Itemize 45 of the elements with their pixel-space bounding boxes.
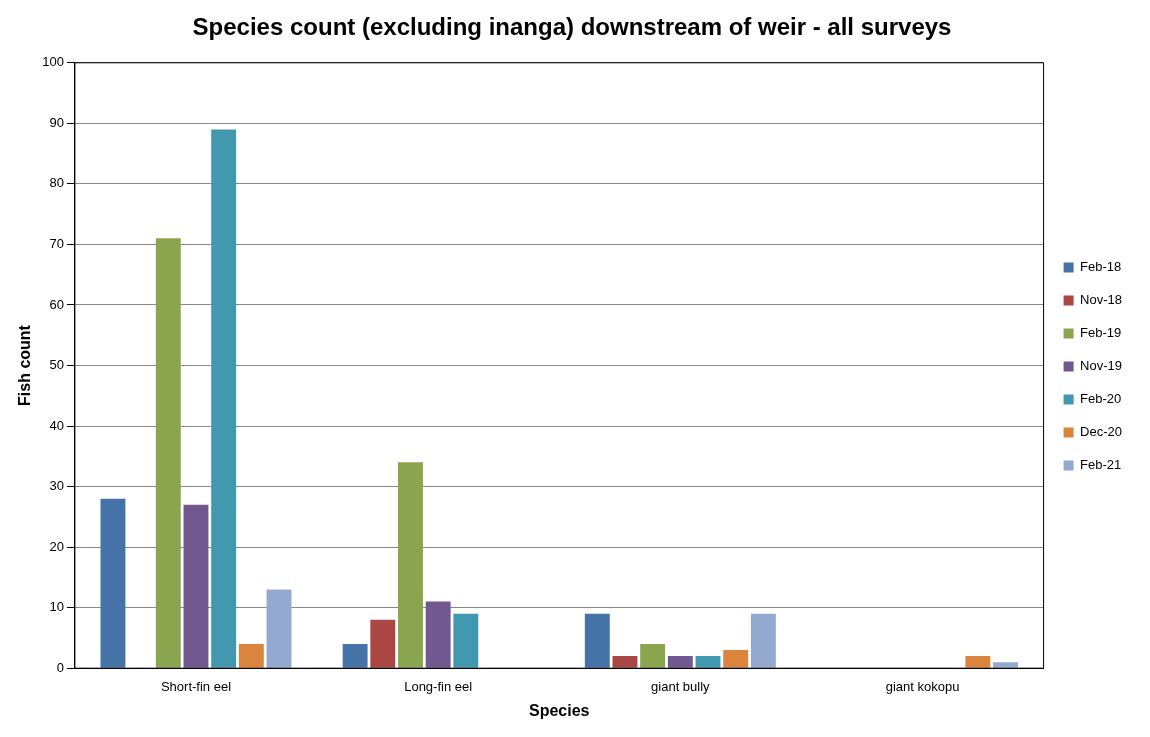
bar xyxy=(155,238,181,668)
y-tick-label: 0 xyxy=(56,659,64,675)
bar xyxy=(266,589,292,668)
legend-label: Feb-19 xyxy=(1080,325,1122,341)
y-tick-label: 100 xyxy=(42,54,64,70)
x-tick-label: Long-fin eel xyxy=(404,678,473,694)
y-tick-label: 30 xyxy=(49,478,64,494)
y-tick-label: 80 xyxy=(49,175,64,191)
legend-label: Feb-21 xyxy=(1080,457,1122,473)
bar xyxy=(238,643,264,668)
bar xyxy=(750,613,776,668)
bar xyxy=(640,643,666,668)
legend-label: Feb-20 xyxy=(1080,391,1122,407)
x-tick-label: Short-fin eel xyxy=(160,678,232,694)
y-axis-title: Fish count xyxy=(16,324,34,406)
bar xyxy=(342,643,368,668)
y-tick-label: 40 xyxy=(49,417,64,433)
y-tick-label: 10 xyxy=(49,599,64,615)
legend-label: Nov-19 xyxy=(1080,358,1123,374)
y-tick-label: 20 xyxy=(49,538,64,554)
bar xyxy=(370,619,396,668)
y-tick-label: 70 xyxy=(49,236,64,251)
bar xyxy=(453,613,479,668)
chart-title: Species count (excluding inanga) downstream of weir - all surveys xyxy=(192,13,952,41)
bar xyxy=(612,656,638,668)
legend-label: Dec-20 xyxy=(1080,424,1123,440)
bar xyxy=(100,498,126,668)
bar xyxy=(183,504,209,668)
legend-label: Feb-18 xyxy=(1080,259,1122,275)
bar xyxy=(398,462,423,668)
bar xyxy=(667,656,693,668)
x-tick-label: giant kokopu xyxy=(885,678,960,694)
bar xyxy=(993,662,1018,668)
legend-label: Nov-18 xyxy=(1080,292,1123,308)
bar xyxy=(695,656,721,668)
x-tick-label: giant bully xyxy=(651,678,711,694)
bar xyxy=(211,129,237,668)
bar xyxy=(723,650,749,668)
y-tick-label: 90 xyxy=(49,114,64,130)
bar xyxy=(425,601,451,668)
x-axis-title: Species xyxy=(529,701,590,719)
bar xyxy=(965,656,991,668)
y-tick-label: 50 xyxy=(49,357,64,373)
y-tick-label: 60 xyxy=(49,296,64,312)
bar xyxy=(584,613,610,668)
